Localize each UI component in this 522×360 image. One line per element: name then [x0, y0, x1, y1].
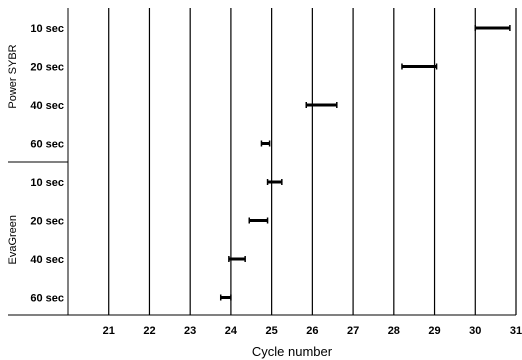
- x-tick-label: 30: [469, 325, 481, 337]
- range-bar: [260, 140, 271, 147]
- row-labels: 10 sec 20 sec 40 sec 60 sec 10 sec 20 sec 40 s…: [30, 23, 64, 305]
- x-tick-label: 29: [428, 325, 440, 337]
- range-bar: [401, 63, 438, 70]
- group-label: Power SYBR: [7, 44, 19, 108]
- range-bar: [228, 256, 246, 262]
- group-label: EvaGreen: [7, 215, 19, 265]
- x-tick-label: 25: [266, 325, 278, 337]
- x-tick-label: 27: [347, 325, 359, 337]
- row-label: 10 sec: [30, 177, 64, 189]
- x-tick-label: 24: [225, 325, 238, 337]
- vertical-gridlines: [108, 8, 517, 315]
- row-label: 20 sec: [30, 216, 64, 228]
- axes: [8, 8, 516, 316]
- range-bar: [474, 25, 511, 31]
- x-tick-label: 23: [184, 325, 196, 337]
- row-label: 40 sec: [30, 254, 64, 266]
- x-tick-label: 26: [306, 325, 318, 337]
- x-tick-labels: 21 22 23 24 25 26 27 28 29 30 31: [103, 325, 522, 337]
- range-bar: [305, 102, 338, 108]
- row-label: 60 sec: [30, 139, 64, 151]
- range-bar: [219, 294, 232, 301]
- row-label: 20 sec: [30, 62, 64, 74]
- group-labels: Power SYBR EvaGreen: [7, 44, 68, 265]
- row-label: 10 sec: [30, 23, 64, 35]
- x-tick-label: 31: [510, 325, 522, 337]
- x-axis-title: Cycle number: [252, 344, 333, 359]
- x-tick-label: 22: [143, 325, 155, 337]
- row-label: 40 sec: [30, 100, 64, 112]
- row-label: 60 sec: [30, 293, 64, 305]
- range-bar: [248, 217, 269, 224]
- x-tick-label: 21: [103, 325, 115, 337]
- x-tick-label: 28: [388, 325, 400, 337]
- range-bar: [266, 179, 283, 185]
- range-bars: [219, 25, 511, 301]
